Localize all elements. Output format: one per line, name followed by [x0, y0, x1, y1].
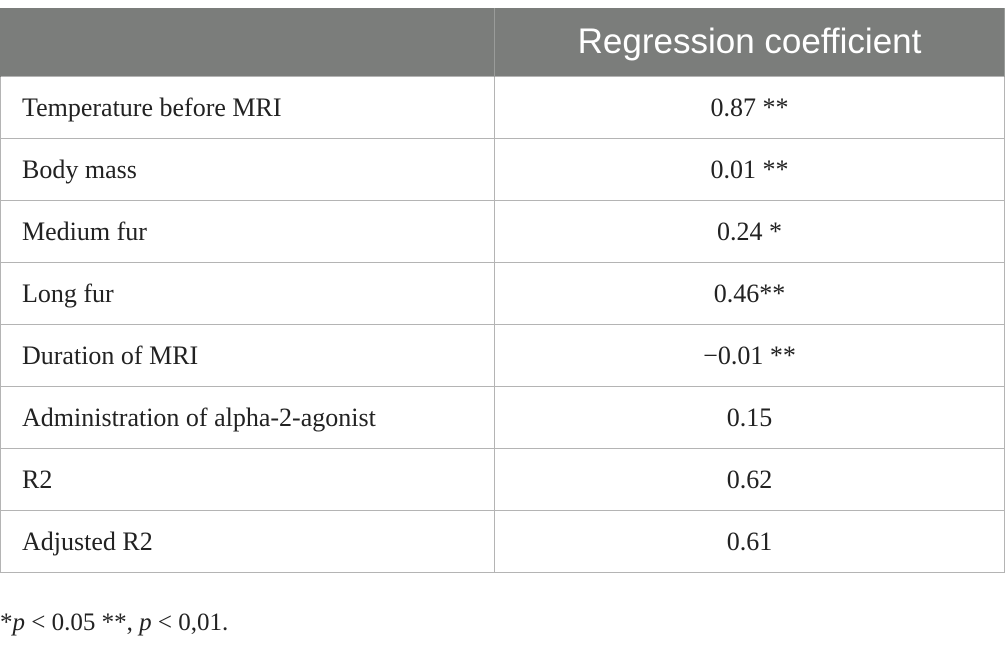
table-row: Temperature before MRI 0.87 ** [0, 76, 1005, 139]
row-value: 0.46** [494, 262, 1005, 325]
regression-table-container: Regression coefficient Temperature befor… [0, 8, 1005, 573]
row-value: 0.15 [494, 386, 1005, 449]
row-label: Long fur [0, 262, 495, 325]
table-footnote: *p < 0.05 **, p < 0,01. [0, 609, 228, 637]
row-label: Administration of alpha-2-agonist [0, 386, 495, 449]
regression-table: Regression coefficient Temperature befor… [0, 8, 1005, 573]
row-value: 0.62 [494, 448, 1005, 511]
header-variable-cell [0, 8, 495, 77]
row-value: 0.87 ** [494, 76, 1005, 139]
row-label: Adjusted R2 [0, 510, 495, 573]
table-row: Duration of MRI −0.01 ** [0, 324, 1005, 387]
row-value: 0.61 [494, 510, 1005, 573]
table-header-row: Regression coefficient [0, 8, 1005, 77]
row-label: R2 [0, 448, 495, 511]
table-row: R2 0.62 [0, 448, 1005, 511]
footnote-threshold-2: < 0,01. [151, 609, 229, 636]
footnote-threshold-1: < 0.05 **, [25, 609, 140, 636]
row-label: Temperature before MRI [0, 76, 495, 139]
footnote-p-symbol: p [139, 609, 152, 636]
table-row: Body mass 0.01 ** [0, 138, 1005, 201]
table-row: Administration of alpha-2-agonist 0.15 [0, 386, 1005, 449]
footnote-star: * [0, 609, 13, 636]
table-row: Adjusted R2 0.61 [0, 510, 1005, 573]
header-regression-coefficient: Regression coefficient [494, 8, 1005, 77]
table-row: Long fur 0.46** [0, 262, 1005, 325]
row-label: Body mass [0, 138, 495, 201]
row-value: 0.01 ** [494, 138, 1005, 201]
row-label: Medium fur [0, 200, 495, 263]
footnote-p-symbol: p [12, 609, 26, 636]
table-row: Medium fur 0.24 * [0, 200, 1005, 263]
row-value: −0.01 ** [494, 324, 1005, 387]
row-label: Duration of MRI [0, 324, 495, 387]
row-value: 0.24 * [494, 200, 1005, 263]
